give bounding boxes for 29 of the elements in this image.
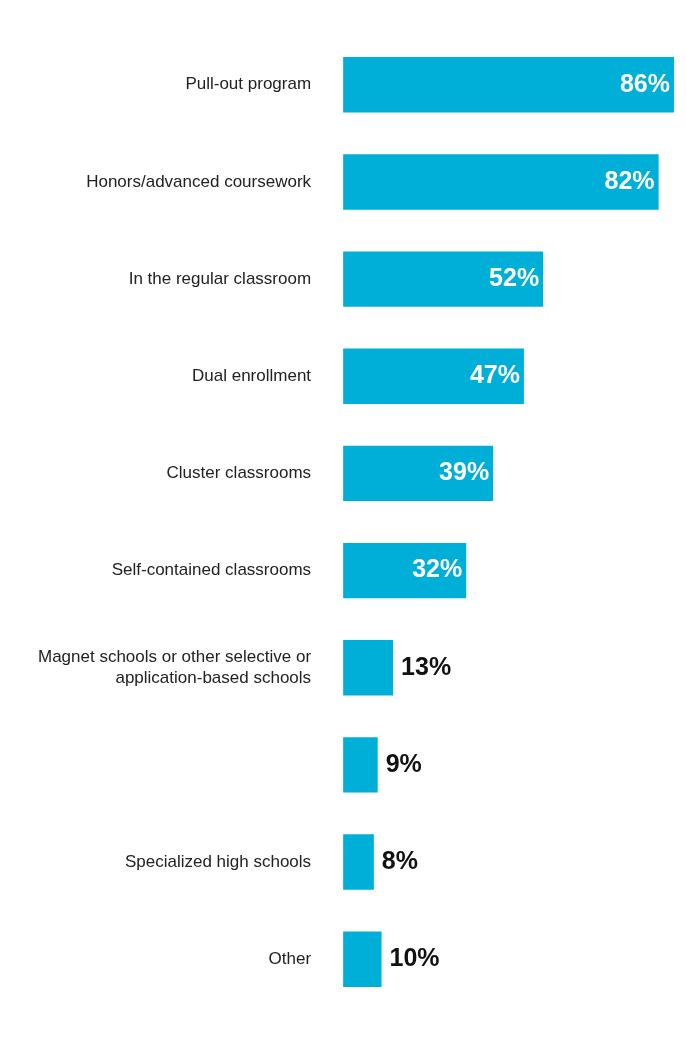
bar (343, 737, 378, 793)
bar (343, 445, 494, 502)
data-label: 39% (439, 457, 490, 486)
bar (343, 348, 524, 404)
y-tick-label: Self-contained classrooms (111, 560, 312, 580)
data-label: 47% (469, 360, 520, 389)
y-tick-label: Honors/advanced coursework (86, 171, 312, 191)
bar (343, 834, 374, 890)
y-tick-label: Specialized high schools (124, 851, 312, 871)
data-label: 8% (381, 845, 418, 874)
bar (343, 251, 544, 307)
y-tick-label: Magnet schools or other selective or application-based schools (37, 647, 312, 687)
data-label: 52% (489, 262, 540, 291)
bar (343, 57, 674, 113)
data-label: 86% (619, 68, 670, 97)
data-label: 9% (385, 748, 422, 777)
y-tick-label: Dual enrollment (192, 365, 312, 385)
data-label: 13% (401, 651, 452, 680)
data-label: 10% (389, 943, 440, 972)
y-tick-label: Pull-out program (185, 74, 312, 94)
bar (343, 154, 659, 210)
bar (343, 931, 382, 987)
y-tick-label: In the regular classroom (128, 268, 312, 288)
data-label: 32% (412, 554, 463, 583)
bar (343, 542, 467, 599)
bar (343, 640, 394, 696)
y-tick-label: Cluster classrooms (166, 463, 312, 483)
data-label: 82% (604, 165, 655, 194)
y-tick-label: Other (268, 948, 312, 968)
